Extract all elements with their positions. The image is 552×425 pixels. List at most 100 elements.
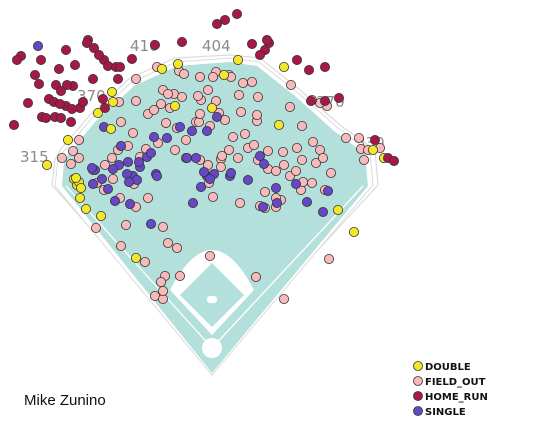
point-home-run [115,62,126,73]
point-home-run [388,155,399,166]
point-double [107,87,118,98]
point-home-run [231,8,242,19]
field-grass [62,62,368,373]
point-single [174,122,185,133]
point-single [33,41,44,52]
point-field-out [227,131,238,142]
point-double [367,144,378,155]
point-field-out [194,72,205,83]
point-home-run [98,94,109,105]
point-single [133,156,144,167]
point-field-out [284,102,295,113]
point-home-run [369,134,380,145]
point-single [110,195,121,206]
batted-ball-points [8,8,399,304]
point-single [103,183,114,194]
point-single [151,170,162,181]
point-home-run [88,74,99,85]
point-double [273,120,284,131]
point-home-run [89,43,100,54]
point-double [156,64,167,75]
point-field-out [317,152,328,163]
point-single [124,176,135,187]
point-field-out [278,159,289,170]
point-field-out [74,152,85,163]
point-single [88,178,99,189]
point-double [63,134,74,145]
point-field-out [174,270,185,281]
point-home-run [34,79,45,90]
point-single [116,140,127,151]
point-double [332,204,343,215]
point-double [172,59,183,70]
pitchers-mound [207,296,217,303]
point-single [198,166,209,177]
point-home-run [56,86,67,97]
point-single [195,181,206,192]
point-home-run [319,96,330,107]
point-home-run [61,45,72,56]
point-field-out [171,242,182,253]
legend: DOUBLE FIELD_OUT HOME_RUN SINGLE [413,361,488,418]
point-single [125,198,136,209]
point-home-run [149,40,160,51]
point-field-out [215,161,226,172]
point-field-out [310,157,321,168]
point-field-out [252,92,263,103]
point-single [97,173,108,184]
point-double [93,108,104,119]
point-field-out [239,128,250,139]
point-home-run [219,14,230,25]
point-home-run [254,50,265,61]
point-field-out [204,250,215,261]
point-field-out [233,90,244,101]
point-single [271,197,282,208]
point-home-run [55,99,66,110]
point-home-run [36,55,47,66]
point-double [348,226,359,237]
legend-label-home-run: HOME_RUN [425,392,488,403]
point-field-out [155,276,166,287]
point-home-run [319,62,330,73]
point-field-out [74,134,85,145]
point-single [301,196,312,207]
point-single [181,152,192,163]
point-single [254,150,265,161]
point-field-out [121,219,132,230]
point-field-out [68,145,79,156]
point-single [161,132,172,143]
legend-label-field-out: FIELD_OUT [425,377,486,388]
point-home-run [67,104,78,115]
point-field-out [162,89,173,100]
point-double [75,192,86,203]
point-single [187,197,198,208]
point-home-run [113,74,124,85]
point-field-out [235,107,246,118]
point-double [106,124,117,135]
point-home-run [291,55,302,66]
point-field-out [251,110,262,121]
point-field-out [116,240,127,251]
point-field-out [237,78,248,89]
point-single [257,201,268,212]
point-field-out [57,152,68,163]
point-field-out [178,69,189,80]
point-field-out [207,72,218,83]
point-single [201,126,212,137]
point-field-out [108,173,119,184]
infield-grass [180,263,244,327]
point-home-run [82,38,93,49]
point-home-run [246,39,257,50]
point-double [71,172,82,183]
point-single [258,158,269,169]
point-field-out [100,159,111,170]
point-home-run [22,98,33,109]
point-double [130,252,141,263]
point-field-out [160,118,171,129]
point-field-out [277,146,288,157]
point-field-out [325,167,336,178]
point-single [190,152,201,163]
point-field-out [296,121,307,132]
point-field-out [127,127,138,138]
point-home-run [211,18,222,29]
